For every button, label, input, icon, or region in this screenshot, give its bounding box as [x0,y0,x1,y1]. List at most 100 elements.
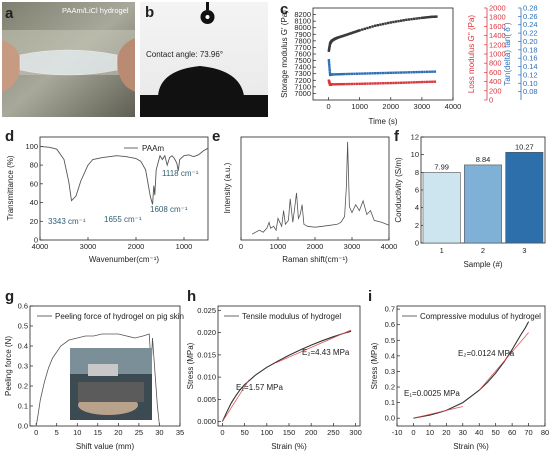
y-tick-label: 2 [415,221,419,230]
inset-clamp [88,364,118,376]
c-data-point [381,71,385,75]
c-data-point [353,72,356,75]
h-series [221,329,352,422]
d-series-line [39,145,209,205]
y-tick-label: 0.025 [197,306,216,315]
c-data-point [358,29,361,32]
c-data-point [379,82,382,85]
c-data-point [355,82,359,86]
c-data-point [397,81,400,85]
y-tick-label: 600 [489,68,502,77]
y-tick-label: 10 [411,150,419,159]
h-xlabel: Strain (%) [271,442,307,451]
i-axes: -10 0 10 20 30 40 50 60 70 80 0.0 0.1 0.2 0.3 0.4 0.5 0.… [385,305,550,437]
x-tick-label: 1000 [176,242,193,251]
c-data-point [384,71,387,75]
left-hand [2,40,21,92]
c-data-point [348,72,351,76]
c-data-point [397,71,400,74]
c-data-point [418,16,421,20]
c-data-point [433,70,437,73]
y-tick-label: 0.1 [385,398,395,407]
c-data-point [386,71,390,75]
y-tick-label: 0 [34,236,38,245]
y-tick-label: 0.14 [523,62,538,71]
c-data-point [415,17,418,20]
c-data-point [420,70,424,74]
c-data-point [355,30,359,33]
y-tick-label: 0.4 [18,342,28,351]
y-tick-label: 0.22 [523,29,538,38]
y-tick-label: 1200 [489,40,506,49]
c-data-point [384,81,387,85]
x-tick-label: 20 [114,428,122,437]
c-data-point [428,15,431,19]
y-tick-label: 400 [489,77,502,86]
y-tick-label: 8100 [294,17,311,26]
photo-caption-a: PAAm/LiCl hydrogel [62,6,129,15]
h-series-line [221,330,352,422]
c-data-point [334,83,338,86]
c-data-point [344,33,347,37]
c-data-point [334,73,338,76]
c-data-point [328,71,332,74]
c-data-point [368,26,372,29]
contact-angle-label: Contact angle: 73.96° [146,50,223,59]
c-ylabel-right: Tan(delta) tan( δ ) [503,22,512,85]
e-ylabel: Intensity (a.u.) [223,162,232,213]
c-data-point [374,24,377,27]
c-data-point [340,82,344,86]
c-data-point [420,16,424,20]
e-xlabel: Raman shift(cm⁻¹) [282,255,348,264]
x-tick-label: -10 [392,428,403,437]
c-data-point [349,32,352,35]
c-data-point [376,71,380,75]
plot-area-i [396,305,546,427]
y-tick-label: 0.010 [197,373,216,382]
c-x-axis: 0 1000 2000 3000 4000 [326,97,461,111]
c-data-point [405,18,408,22]
y-tick-label: 0.12 [523,70,538,79]
g-xlabel: Shift value (mm) [76,442,135,451]
y-tick-label: 7400 [294,63,311,72]
c-data-point [394,81,398,85]
x-tick-label: 10 [426,428,434,437]
x-tick-label: 150 [283,428,296,437]
panel-b: b Contact angle: 73.96° [140,2,268,117]
x-tick-label: 2000 [307,242,324,251]
c-data-point [425,16,428,19]
c-data-point [402,71,405,74]
y-tick-label: 8 [415,168,419,177]
c-data-point [361,82,364,85]
panel-i: i -10 0 10 20 30 40 50 60 70 80 0.0 0.1 0.2 0.3 0.4 0.5… [368,288,549,451]
f-axes: 0 2 4 6 8 10 12 [411,133,424,248]
c-data-point [363,72,367,75]
i-ylabel: Stress (MPa) [370,342,379,389]
substrate-shadow [140,95,268,117]
c-data-point [328,66,331,69]
c-data-point [423,16,427,19]
x-tick-label: 80 [541,428,549,437]
c-data-point [402,81,405,84]
f-ylabel: Conductivity (S/m) [394,157,403,223]
c-data-point [361,72,364,75]
pendant-drop-highlight [205,15,210,19]
x-tick-label: 4000 [445,102,462,111]
panel-a: a PAAm/LiCl hydrogel [2,2,135,117]
c-data-point [376,23,380,27]
panel-label-e: e [212,128,220,145]
c-data-point [389,71,392,75]
panel-label-g: g [5,288,14,305]
c-data-point [399,71,403,74]
h-legend-label: Tensile modulus of hydrogel [242,312,341,321]
c-data-point [345,82,348,86]
f-category-label: 2 [481,246,485,255]
y-tick-label: 0.020 [197,328,216,337]
y-tick-label: 0.015 [197,350,216,359]
y-tick-label: 1800 [489,13,506,22]
x-tick-label: 1000 [270,242,287,251]
c-data-point [366,26,369,30]
